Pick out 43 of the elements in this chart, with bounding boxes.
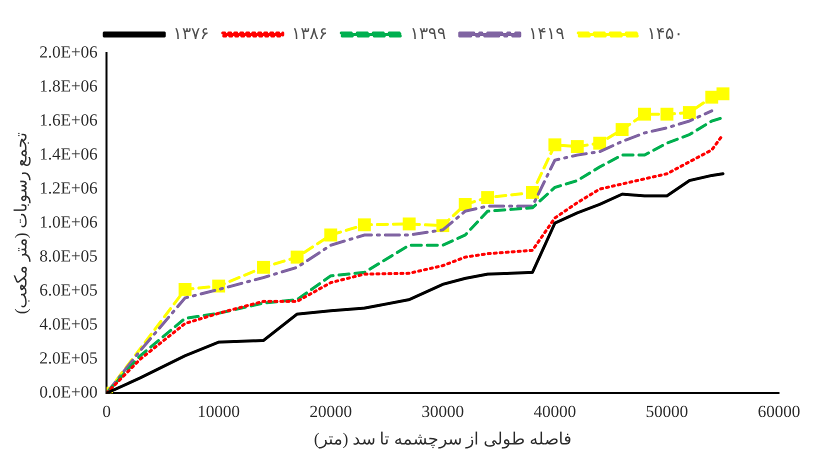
- point: [548, 138, 562, 152]
- point: [290, 250, 304, 264]
- x-tick-label: 50000: [646, 402, 688, 421]
- x-tick-label: 10000: [197, 402, 240, 421]
- y-tick-label: 8.0E+05: [39, 246, 98, 266]
- y-tick-label: 2.0E+05: [39, 348, 98, 368]
- x-axis-title: فاصله طولی از سرچشمه تا سد (متر): [314, 429, 572, 450]
- y-tick-label: 1.0E+06: [39, 212, 98, 232]
- y-tick-label: 1.4E+06: [39, 144, 98, 164]
- x-tick-label: 60000: [758, 402, 800, 421]
- point: [682, 106, 696, 119]
- point: [458, 198, 472, 211]
- point: [616, 123, 629, 136]
- point: [257, 260, 270, 274]
- y-tick-label: 1.8E+06: [39, 76, 98, 96]
- legend-label: ۱۳۹۹: [410, 24, 446, 43]
- point: [716, 87, 730, 100]
- point: [570, 140, 584, 154]
- y-tick-label: 1.2E+06: [39, 178, 98, 198]
- legend-label: ۱۴۱۹: [528, 24, 564, 43]
- point: [638, 108, 651, 121]
- legend-label: ۱۴۵۰: [646, 24, 683, 43]
- point: [481, 191, 494, 204]
- y-tick-label: 1.6E+06: [39, 110, 98, 130]
- y-tick-label: 2.0E+06: [39, 42, 98, 62]
- x-tick-label: 20000: [310, 402, 352, 421]
- point: [358, 218, 371, 232]
- point: [593, 136, 606, 150]
- y-tick-label: 0.0E+00: [39, 382, 98, 402]
- point: [526, 186, 539, 199]
- point: [402, 218, 416, 230]
- x-tick-label: 40000: [534, 402, 576, 421]
- legend-label: ۱۳۷۶: [172, 24, 209, 43]
- point: [324, 228, 338, 242]
- point: [705, 90, 718, 104]
- y-axis-title: تجمع رسوبات (متر مکعب): [12, 132, 32, 314]
- point: [660, 108, 674, 121]
- legend-label: ۱۳۸۶: [291, 24, 328, 43]
- x-tick-label: 30000: [422, 402, 464, 421]
- y-tick-label: 4.0E+05: [39, 314, 98, 334]
- point: [178, 282, 192, 296]
- x-tick-label: 0: [102, 402, 111, 421]
- y-tick-label: 6.0E+05: [39, 280, 98, 300]
